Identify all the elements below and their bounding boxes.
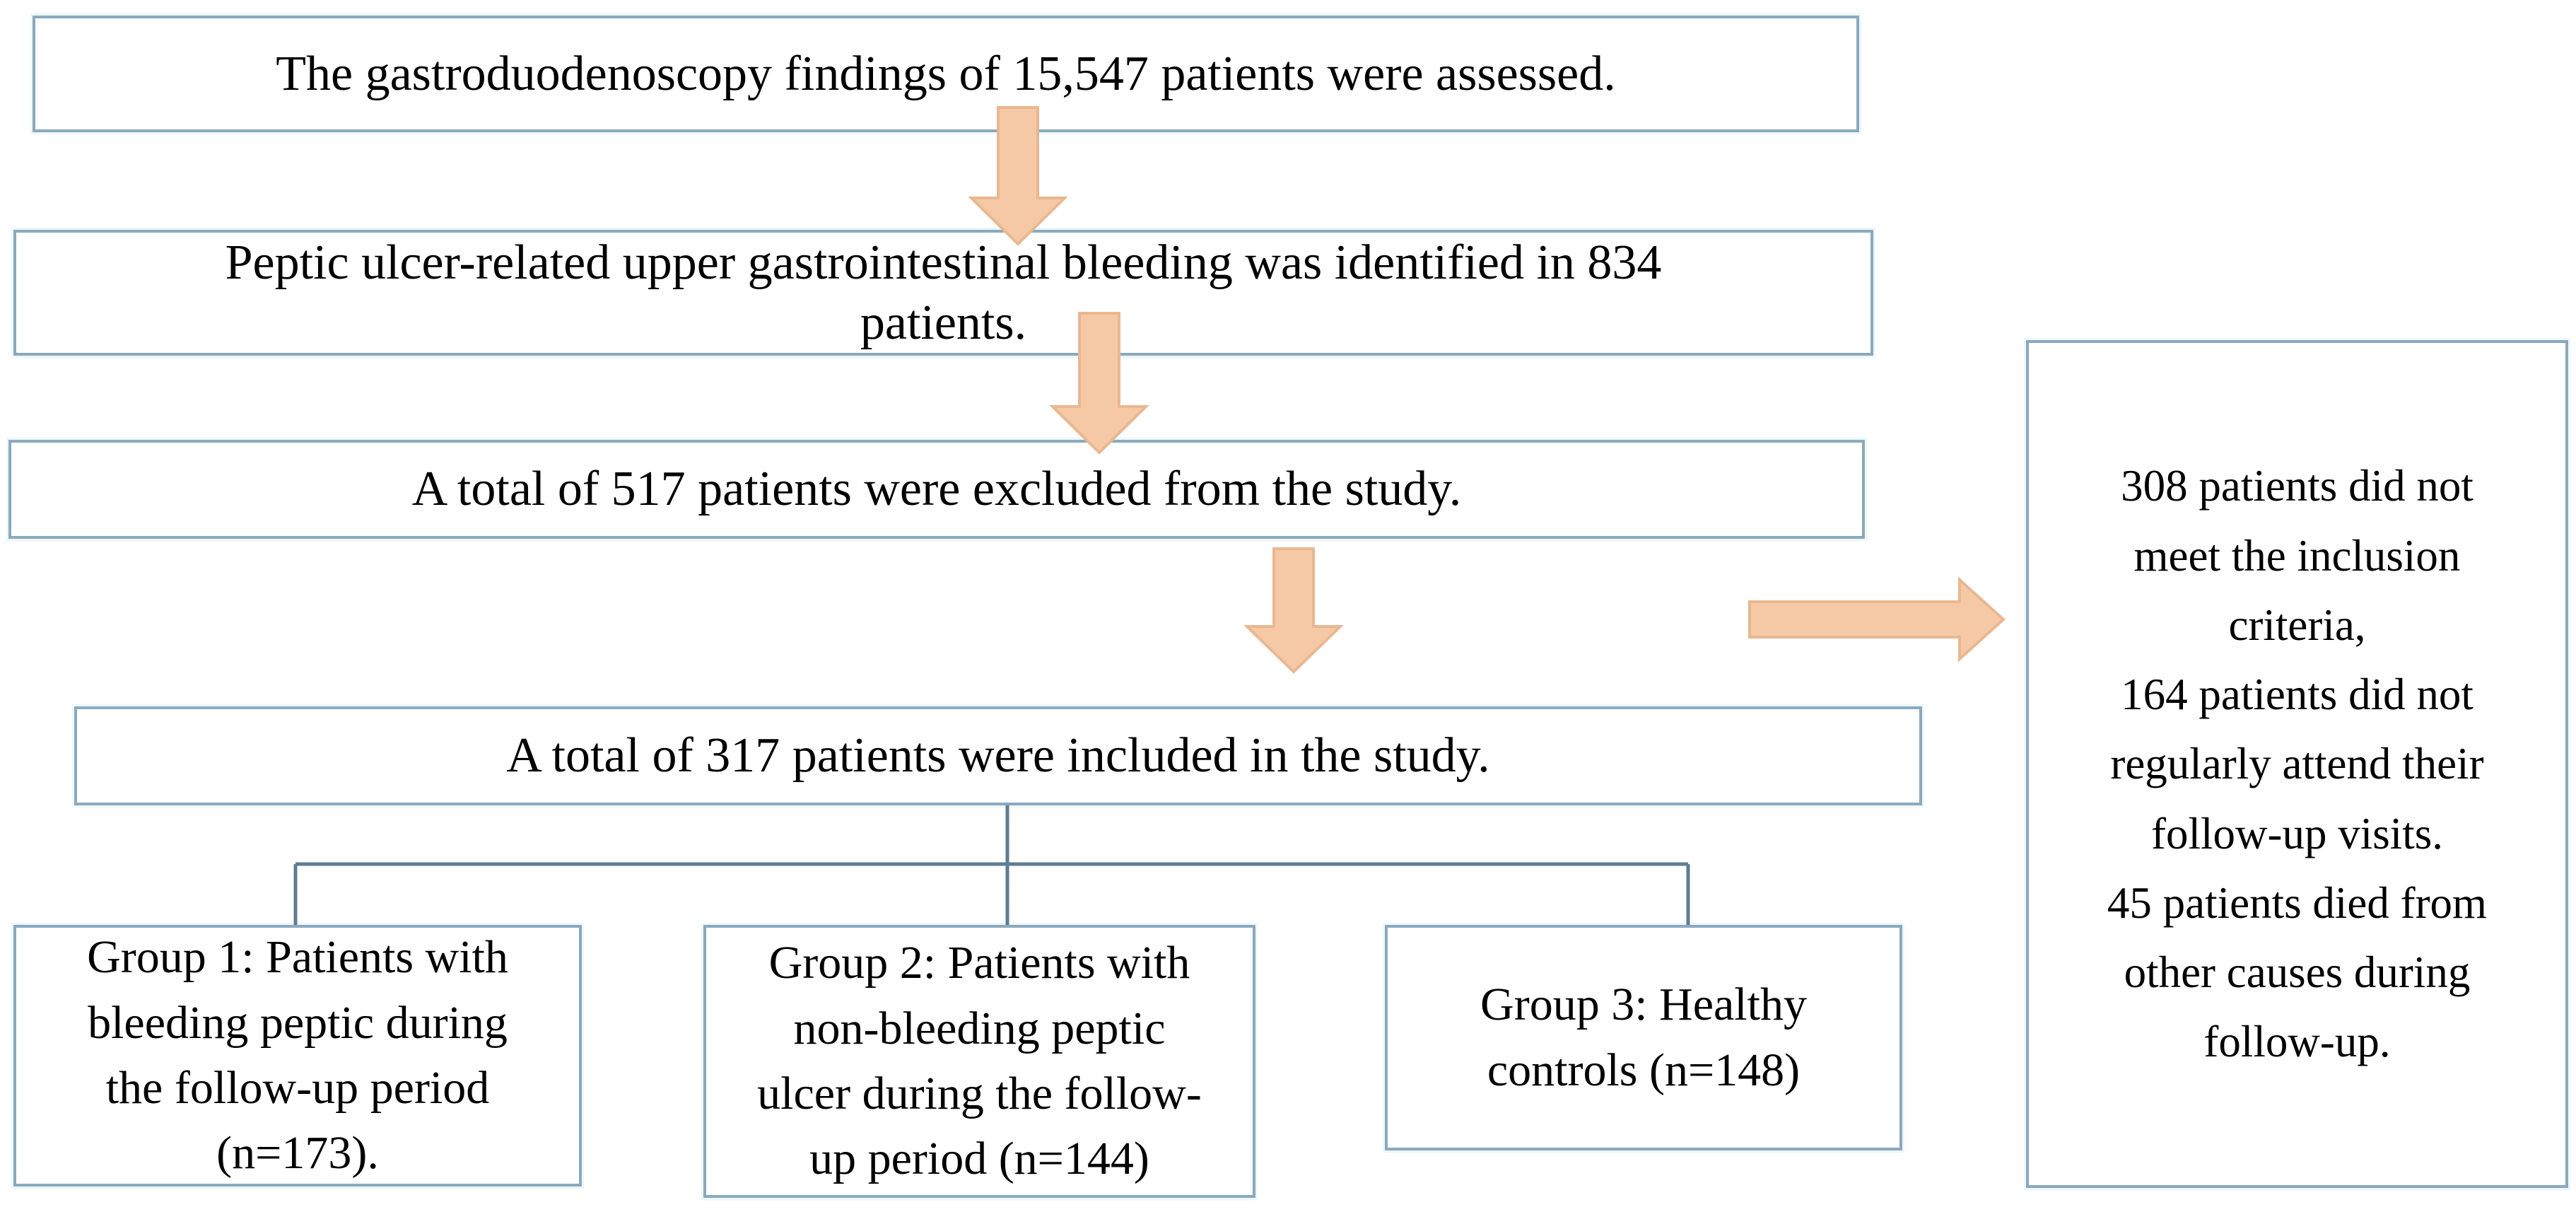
box-group1-text: Group 1: Patients with bleeding peptic d… (87, 931, 508, 1179)
box-exclusion-reasons-text: 308 patients did not meet the inclusion … (2107, 461, 2488, 1067)
flow-arrow-excluded-to-reasons-icon (1748, 576, 2006, 663)
box-excluded: A total of 517 patients were excluded fr… (8, 440, 1865, 539)
box-assessed-text: The gastroduodenoscopy findings of 15,54… (276, 46, 1616, 101)
box-group2-text: Group 2: Patients with non-bleeding pept… (757, 937, 1202, 1185)
box-group3-text: Group 3: Healthy controls (n=148) (1480, 979, 1807, 1096)
box-identified: Peptic ulcer-related upper gastrointesti… (13, 230, 1873, 356)
flow-arrow-excluded-to-included-icon (1243, 547, 1344, 674)
box-group2: Group 2: Patients with non-bleeding pept… (703, 925, 1255, 1198)
box-excluded-text: A total of 517 patients were excluded fr… (411, 462, 1462, 517)
box-included: A total of 317 patients were included in… (74, 706, 1922, 805)
box-group3: Group 3: Healthy controls (n=148) (1385, 925, 1902, 1150)
box-group1: Group 1: Patients with bleeding peptic d… (13, 925, 582, 1187)
box-exclusion-reasons: 308 patients did not meet the inclusion … (2026, 340, 2568, 1188)
branch-connector-line (293, 805, 1690, 925)
box-identified-text: Peptic ulcer-related upper gastrointesti… (225, 235, 1662, 350)
box-assessed: The gastroduodenoscopy findings of 15,54… (33, 16, 1859, 132)
box-included-text: A total of 317 patients were included in… (506, 728, 1490, 783)
